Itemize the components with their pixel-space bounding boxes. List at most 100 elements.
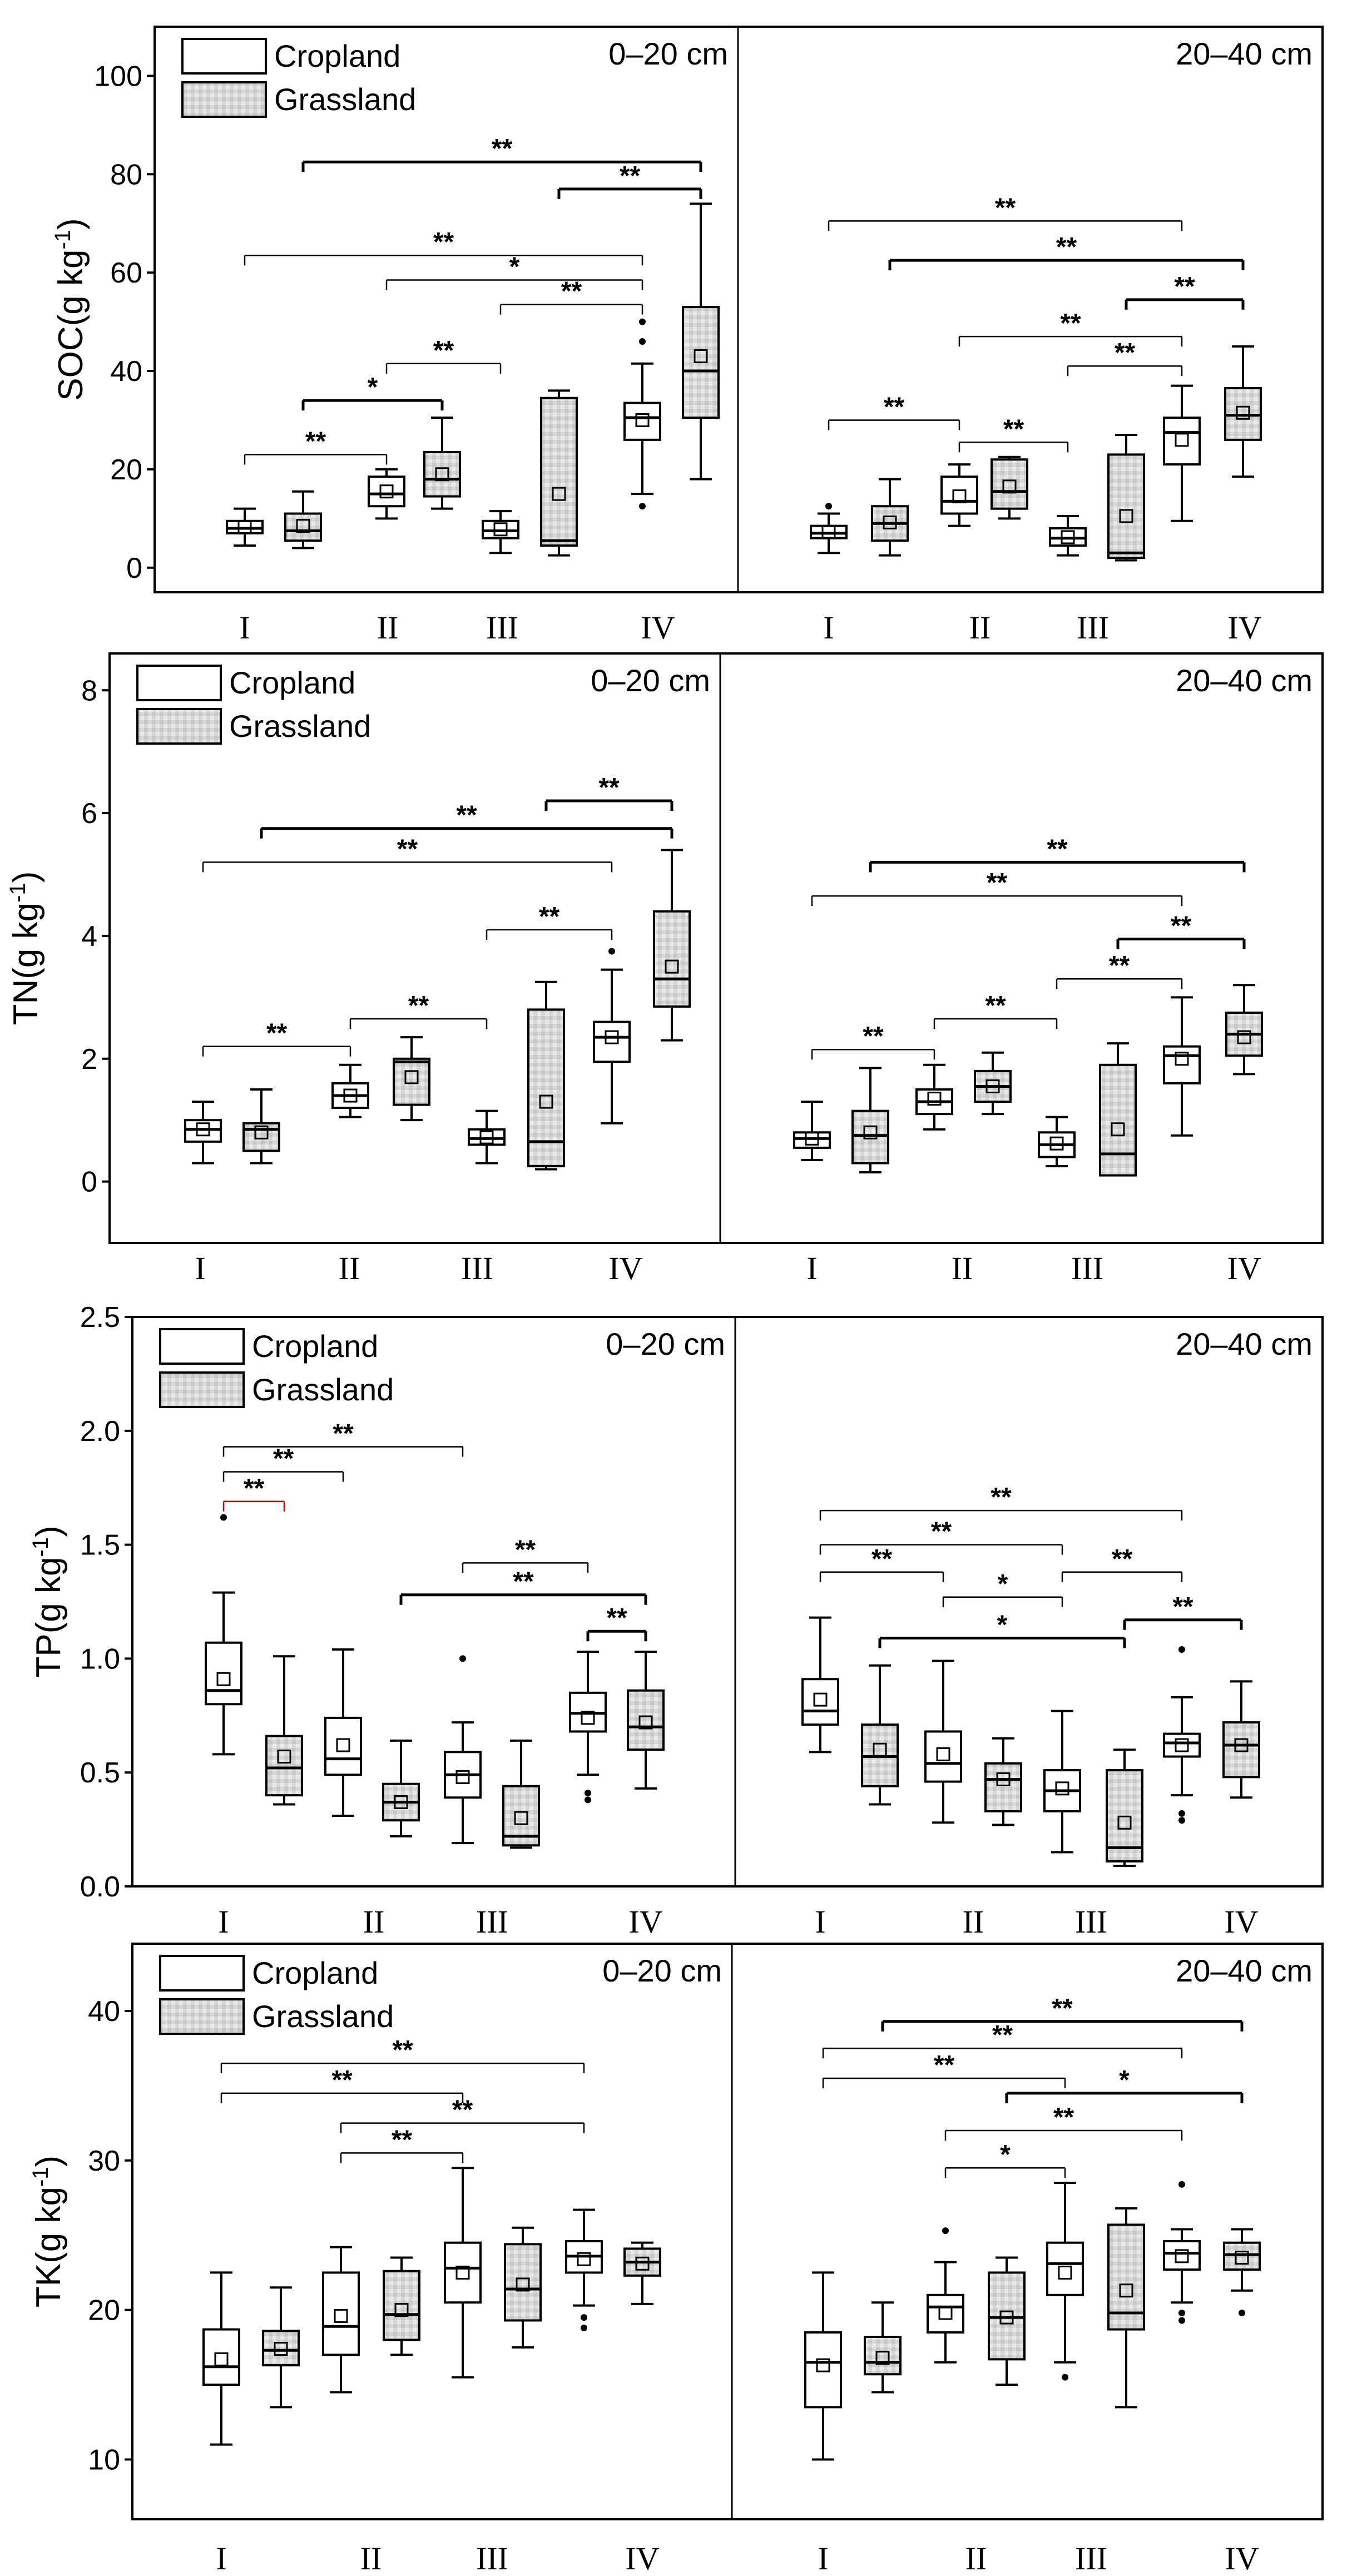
significance-label: ** bbox=[884, 392, 905, 422]
significance-bracket: ** bbox=[202, 1019, 351, 1057]
box-iqr bbox=[1163, 1732, 1201, 1758]
significance-bracket: ** bbox=[819, 1544, 944, 1582]
x-tick-label: IV bbox=[1224, 1904, 1258, 1940]
y-axis-label-unit: -1 bbox=[28, 1537, 53, 1557]
mean-marker bbox=[1055, 1781, 1069, 1796]
x-tick-label: II bbox=[339, 1250, 360, 1286]
significance-label: ** bbox=[397, 834, 418, 864]
mean-marker bbox=[552, 487, 566, 501]
depth-label: 0–20 cm bbox=[608, 36, 728, 71]
y-tick-label: 40 bbox=[88, 1995, 120, 2028]
box-IV-grassland bbox=[627, 1651, 665, 1790]
mean-marker bbox=[274, 2342, 288, 2356]
box-I-cropland bbox=[804, 2271, 842, 2461]
box-iqr bbox=[653, 910, 691, 1008]
mean-marker bbox=[1058, 2265, 1072, 2280]
box-III-grassland bbox=[540, 389, 578, 557]
x-tick-label: III bbox=[1071, 1250, 1103, 1286]
significance-label: ** bbox=[433, 336, 454, 365]
significance-label: ** bbox=[392, 2125, 413, 2154]
box-I-cropland bbox=[202, 2271, 240, 2446]
legend-label-cropland: Cropland bbox=[252, 1955, 378, 1990]
significance-label: ** bbox=[305, 427, 326, 456]
box-III-cropland bbox=[444, 2167, 482, 2379]
panel-topsoil: 0–20 cmI II III IV************ bbox=[205, 1326, 725, 1940]
box-IV-cropland bbox=[1163, 2181, 1201, 2324]
x-tick-label: III bbox=[476, 1904, 508, 1940]
significance-label: * bbox=[1119, 2065, 1130, 2095]
x-tick-label: IV bbox=[1227, 1250, 1261, 1286]
significance-label: ** bbox=[985, 991, 1006, 1021]
y-tick-label: 30 bbox=[88, 2145, 120, 2177]
box-II-cropland bbox=[915, 1063, 953, 1131]
significance-label: ** bbox=[513, 1567, 534, 1597]
y-tick-label: 0.5 bbox=[80, 1757, 120, 1789]
box-IV-cropland bbox=[593, 948, 631, 1124]
depth-label: 20–40 cm bbox=[1176, 1326, 1313, 1361]
box-I-grassland bbox=[242, 1088, 280, 1165]
box-iqr bbox=[1163, 417, 1201, 466]
panel-topsoil: 0–20 cmI II III IV************ bbox=[184, 663, 710, 1286]
box-iqr bbox=[284, 512, 322, 542]
box-III-grassland bbox=[504, 2226, 542, 2349]
box-iqr bbox=[1222, 1721, 1260, 1779]
mean-marker bbox=[1117, 1815, 1132, 1830]
significance-bracket: ** bbox=[499, 277, 643, 315]
significance-bracket: ** bbox=[222, 1474, 285, 1512]
y-axis-label-close: ) bbox=[7, 871, 45, 883]
significance-bracket: ** bbox=[881, 1994, 1244, 2032]
box-iqr bbox=[383, 2270, 420, 2341]
significance-label: ** bbox=[1060, 309, 1081, 338]
x-tick-label: III bbox=[1075, 2540, 1107, 2576]
panel-topsoil: 0–20 cmI II III IV************** bbox=[226, 36, 728, 646]
outlier-point bbox=[1178, 2181, 1185, 2188]
mean-marker bbox=[539, 1094, 553, 1109]
y-axis-label-main: TN(g kg bbox=[7, 903, 45, 1025]
mean-marker bbox=[216, 1672, 231, 1686]
significance-bracket: ** bbox=[933, 991, 1058, 1029]
significance-label: ** bbox=[1109, 951, 1130, 980]
box-III-cropland bbox=[1046, 2182, 1084, 2381]
chart-3: 0.0 0.5 1.0 1.5 2.0 2.5 TP(g kg-1) Cropland Gras… bbox=[28, 1301, 1324, 1940]
box-iqr bbox=[242, 1122, 280, 1152]
significance-label: ** bbox=[1053, 2103, 1074, 2132]
box-iqr bbox=[262, 2330, 300, 2367]
outlier-point bbox=[585, 1796, 591, 1804]
panel-subsoil: 20–40 cmI II III IV********** bbox=[804, 1953, 1313, 2576]
significance-label: ** bbox=[1047, 834, 1068, 864]
x-tick-label: IV bbox=[628, 1904, 662, 1940]
significance-bracket: ** bbox=[819, 1483, 1183, 1521]
box-iqr bbox=[1107, 453, 1145, 559]
outlier-point bbox=[1062, 2374, 1068, 2381]
significance-bracket: ** bbox=[958, 414, 1069, 453]
mean-marker bbox=[479, 1130, 494, 1145]
significance-label: ** bbox=[333, 1419, 354, 1448]
significance-label: ** bbox=[266, 1019, 288, 1048]
significance-bracket: * bbox=[944, 2140, 1066, 2178]
significance-bracket: ** bbox=[202, 834, 613, 873]
mean-marker bbox=[985, 1079, 1000, 1093]
mean-marker bbox=[254, 1125, 269, 1140]
significance-bracket: * bbox=[301, 373, 444, 411]
x-tick-label: III bbox=[1077, 610, 1109, 646]
box-iqr bbox=[202, 2328, 240, 2386]
significance-label: ** bbox=[987, 868, 1008, 898]
mean-marker bbox=[1061, 530, 1075, 544]
legend-label-grassland: Grassland bbox=[252, 1999, 394, 2034]
box-I-grassland bbox=[861, 1664, 899, 1806]
significance-bracket: ** bbox=[819, 1517, 1063, 1555]
x-tick-label: I bbox=[806, 1250, 817, 1286]
mean-marker bbox=[493, 522, 508, 537]
mean-marker bbox=[1175, 1738, 1189, 1752]
significance-label: ** bbox=[1171, 911, 1192, 940]
y-tick-label: 2.5 bbox=[80, 1301, 120, 1334]
significance-bracket: ** bbox=[958, 309, 1183, 347]
mean-marker bbox=[1236, 405, 1250, 420]
significance-bracket: ** bbox=[260, 801, 673, 839]
significance-bracket: * bbox=[385, 252, 643, 290]
box-iqr bbox=[864, 2336, 902, 2376]
significance-bracket: ** bbox=[822, 2050, 1066, 2088]
